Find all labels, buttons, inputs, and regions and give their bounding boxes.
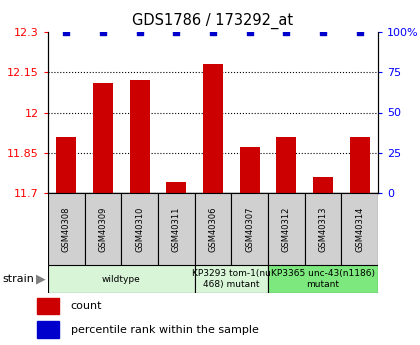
Bar [48,193,85,265]
Bar [313,177,333,193]
Bar [194,265,268,293]
Text: strain: strain [2,274,34,284]
Point [210,29,216,35]
Bar [268,193,304,265]
Text: GSM40307: GSM40307 [245,206,254,252]
Text: GSM40311: GSM40311 [172,206,181,252]
Bar [37,298,60,314]
Bar [130,80,150,193]
Text: percentile rank within the sample: percentile rank within the sample [71,325,258,335]
Point [356,29,363,35]
Bar [166,182,186,193]
Text: GSM40308: GSM40308 [62,206,71,252]
Point [100,29,106,35]
Bar [341,193,378,265]
Bar [276,137,297,193]
Point [136,29,143,35]
Bar [304,193,341,265]
Text: GSM40309: GSM40309 [99,206,108,252]
Bar [203,64,223,193]
Bar [194,193,231,265]
Point [283,29,290,35]
Text: GSM40312: GSM40312 [282,206,291,252]
Text: GSM40313: GSM40313 [318,206,328,252]
Bar [48,265,194,293]
Bar [239,147,260,193]
Point [246,29,253,35]
Text: wildtype: wildtype [102,275,141,284]
Bar [121,193,158,265]
Text: GSM40310: GSM40310 [135,206,144,252]
Bar [268,265,378,293]
Point [173,29,180,35]
Bar [158,193,194,265]
Title: GDS1786 / 173292_at: GDS1786 / 173292_at [132,13,294,29]
Bar [56,137,76,193]
Text: GSM40314: GSM40314 [355,206,364,252]
Point [63,29,70,35]
Bar [231,193,268,265]
Point [320,29,326,35]
Text: KP3365 unc-43(n1186)
mutant: KP3365 unc-43(n1186) mutant [271,269,375,289]
Bar [349,137,370,193]
Text: GSM40306: GSM40306 [208,206,218,252]
Text: KP3293 tom-1(nu
468) mutant: KP3293 tom-1(nu 468) mutant [192,269,271,289]
Bar [93,83,113,193]
Text: ▶: ▶ [36,273,45,286]
Text: count: count [71,301,102,311]
Bar [85,193,121,265]
Bar [37,321,60,338]
